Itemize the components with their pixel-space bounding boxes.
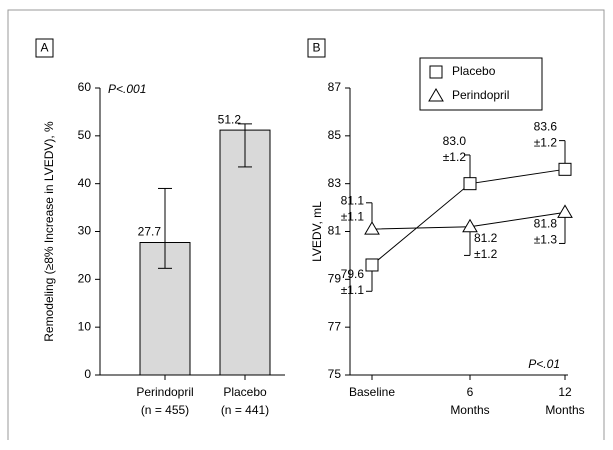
value-label: 81.2 — [474, 231, 498, 245]
legend-marker — [429, 65, 443, 79]
point — [365, 258, 379, 272]
y-axis-label: LVEDV, mL — [310, 201, 324, 262]
y-tick-label: 77 — [328, 319, 342, 333]
y-tick-label: 30 — [78, 224, 92, 238]
error-label: ±1.2 — [534, 135, 558, 149]
x-tick-label: 6 — [467, 385, 474, 399]
y-tick-label: 79 — [328, 272, 342, 286]
value-label: 81.1 — [341, 193, 365, 207]
y-tick-label: 75 — [328, 367, 342, 381]
y-tick-label: 40 — [78, 176, 92, 190]
bar — [219, 129, 271, 376]
error-label: ±1.3 — [534, 233, 558, 247]
annotation: P<.001 — [108, 82, 146, 96]
point — [557, 204, 573, 218]
x-tick-label: Baseline — [349, 385, 395, 399]
y-tick-label: 87 — [328, 80, 342, 94]
y-tick-label: 0 — [84, 367, 91, 381]
error-label: ±1.2 — [443, 150, 467, 164]
y-axis-label: Remodeling (≥8% Increase in LVEDV), % — [42, 121, 56, 342]
annotation: P<.01 — [528, 357, 560, 371]
legend-label: Placebo — [452, 64, 496, 78]
panel-label: B — [312, 41, 320, 55]
point — [364, 221, 380, 235]
point — [558, 162, 572, 176]
x-tick-label: Months — [450, 403, 489, 417]
point — [462, 218, 478, 233]
value-label: 83.0 — [443, 134, 467, 148]
x-tick-label: Perindopril — [136, 385, 193, 399]
x-tick-label: (n = 441) — [221, 403, 269, 417]
y-tick-label: 81 — [328, 224, 342, 238]
frame — [7, 9, 605, 440]
value-label: 83.6 — [534, 119, 558, 133]
value-label: 81.8 — [534, 217, 558, 231]
y-tick-label: 20 — [78, 272, 92, 286]
x-tick-label: Placebo — [223, 385, 267, 399]
panel-label: A — [40, 41, 48, 55]
y-tick-label: 50 — [78, 128, 92, 142]
x-tick-label: (n = 455) — [141, 403, 189, 417]
y-tick-label: 10 — [78, 319, 92, 333]
value-label: 79.6 — [341, 267, 365, 281]
y-tick-label: 83 — [328, 176, 342, 190]
error-label: ±1.2 — [474, 247, 498, 261]
value-label: 27.7 — [138, 225, 162, 239]
error-label: ±1.1 — [341, 283, 365, 297]
y-tick-label: 85 — [328, 128, 342, 142]
error-label: ±1.1 — [341, 209, 365, 223]
value-label: 51.2 — [218, 112, 242, 126]
x-tick-label: Months — [545, 403, 584, 417]
panel-label-box — [307, 38, 326, 58]
legend-marker — [428, 88, 444, 102]
point — [463, 177, 477, 191]
legend-label: Perindopril — [452, 88, 509, 102]
y-tick-label: 60 — [78, 80, 92, 94]
x-tick-label: 12 — [558, 385, 572, 399]
panel-label-box — [35, 38, 54, 58]
